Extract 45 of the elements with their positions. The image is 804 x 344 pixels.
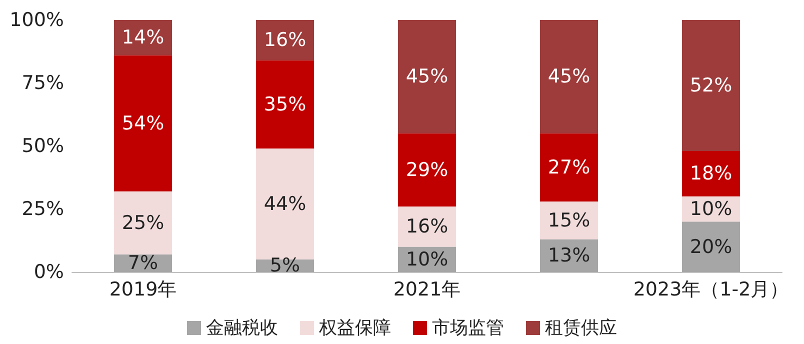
data-label: 14% [122, 26, 164, 49]
bar [256, 20, 314, 60]
data-label: 7% [128, 252, 158, 274]
y-tick-label: 50% [22, 135, 64, 157]
bar [398, 206, 456, 247]
x-tick-label: 2023年（1-2月） [633, 278, 789, 300]
y-tick-label: 100% [10, 9, 64, 31]
bar [114, 191, 172, 254]
data-label: 10% [406, 248, 448, 270]
legend-label: 市场监管 [432, 318, 504, 338]
bar [682, 222, 740, 272]
data-label: 27% [548, 156, 590, 178]
data-label: 35% [264, 93, 306, 116]
data-label: 16% [406, 216, 448, 238]
legend-label: 租赁供应 [545, 318, 617, 338]
data-label: 54% [122, 112, 164, 134]
bar [682, 20, 740, 152]
data-label: 45% [548, 66, 590, 88]
legend-label: 金融税收 [206, 318, 278, 338]
bar [682, 151, 740, 196]
y-tick-label: 0% [34, 261, 64, 283]
data-label: 25% [122, 212, 164, 234]
bar [114, 55, 172, 192]
data-label: 10% [690, 198, 732, 220]
x-tick-label: 2021年 [393, 278, 461, 300]
data-label: 45% [406, 66, 448, 88]
y-tick-label: 75% [22, 72, 64, 94]
data-label: 44% [264, 192, 306, 215]
y-tick-label: 25% [22, 198, 64, 220]
data-label: 29% [406, 158, 448, 181]
bar [540, 20, 598, 134]
data-label: 15% [548, 209, 590, 232]
bar [540, 133, 598, 202]
bar [398, 133, 456, 206]
data-label: 13% [548, 244, 590, 267]
bar [114, 20, 172, 56]
x-tick-label: 2019年 [109, 278, 177, 300]
data-label: 52% [690, 74, 732, 97]
bar [256, 60, 314, 149]
bar [398, 20, 456, 134]
data-label: 18% [690, 162, 732, 185]
data-label: 20% [690, 236, 732, 258]
legend-label: 权益保障 [318, 318, 391, 338]
data-label: 5% [270, 254, 300, 277]
data-label: 16% [264, 29, 306, 52]
